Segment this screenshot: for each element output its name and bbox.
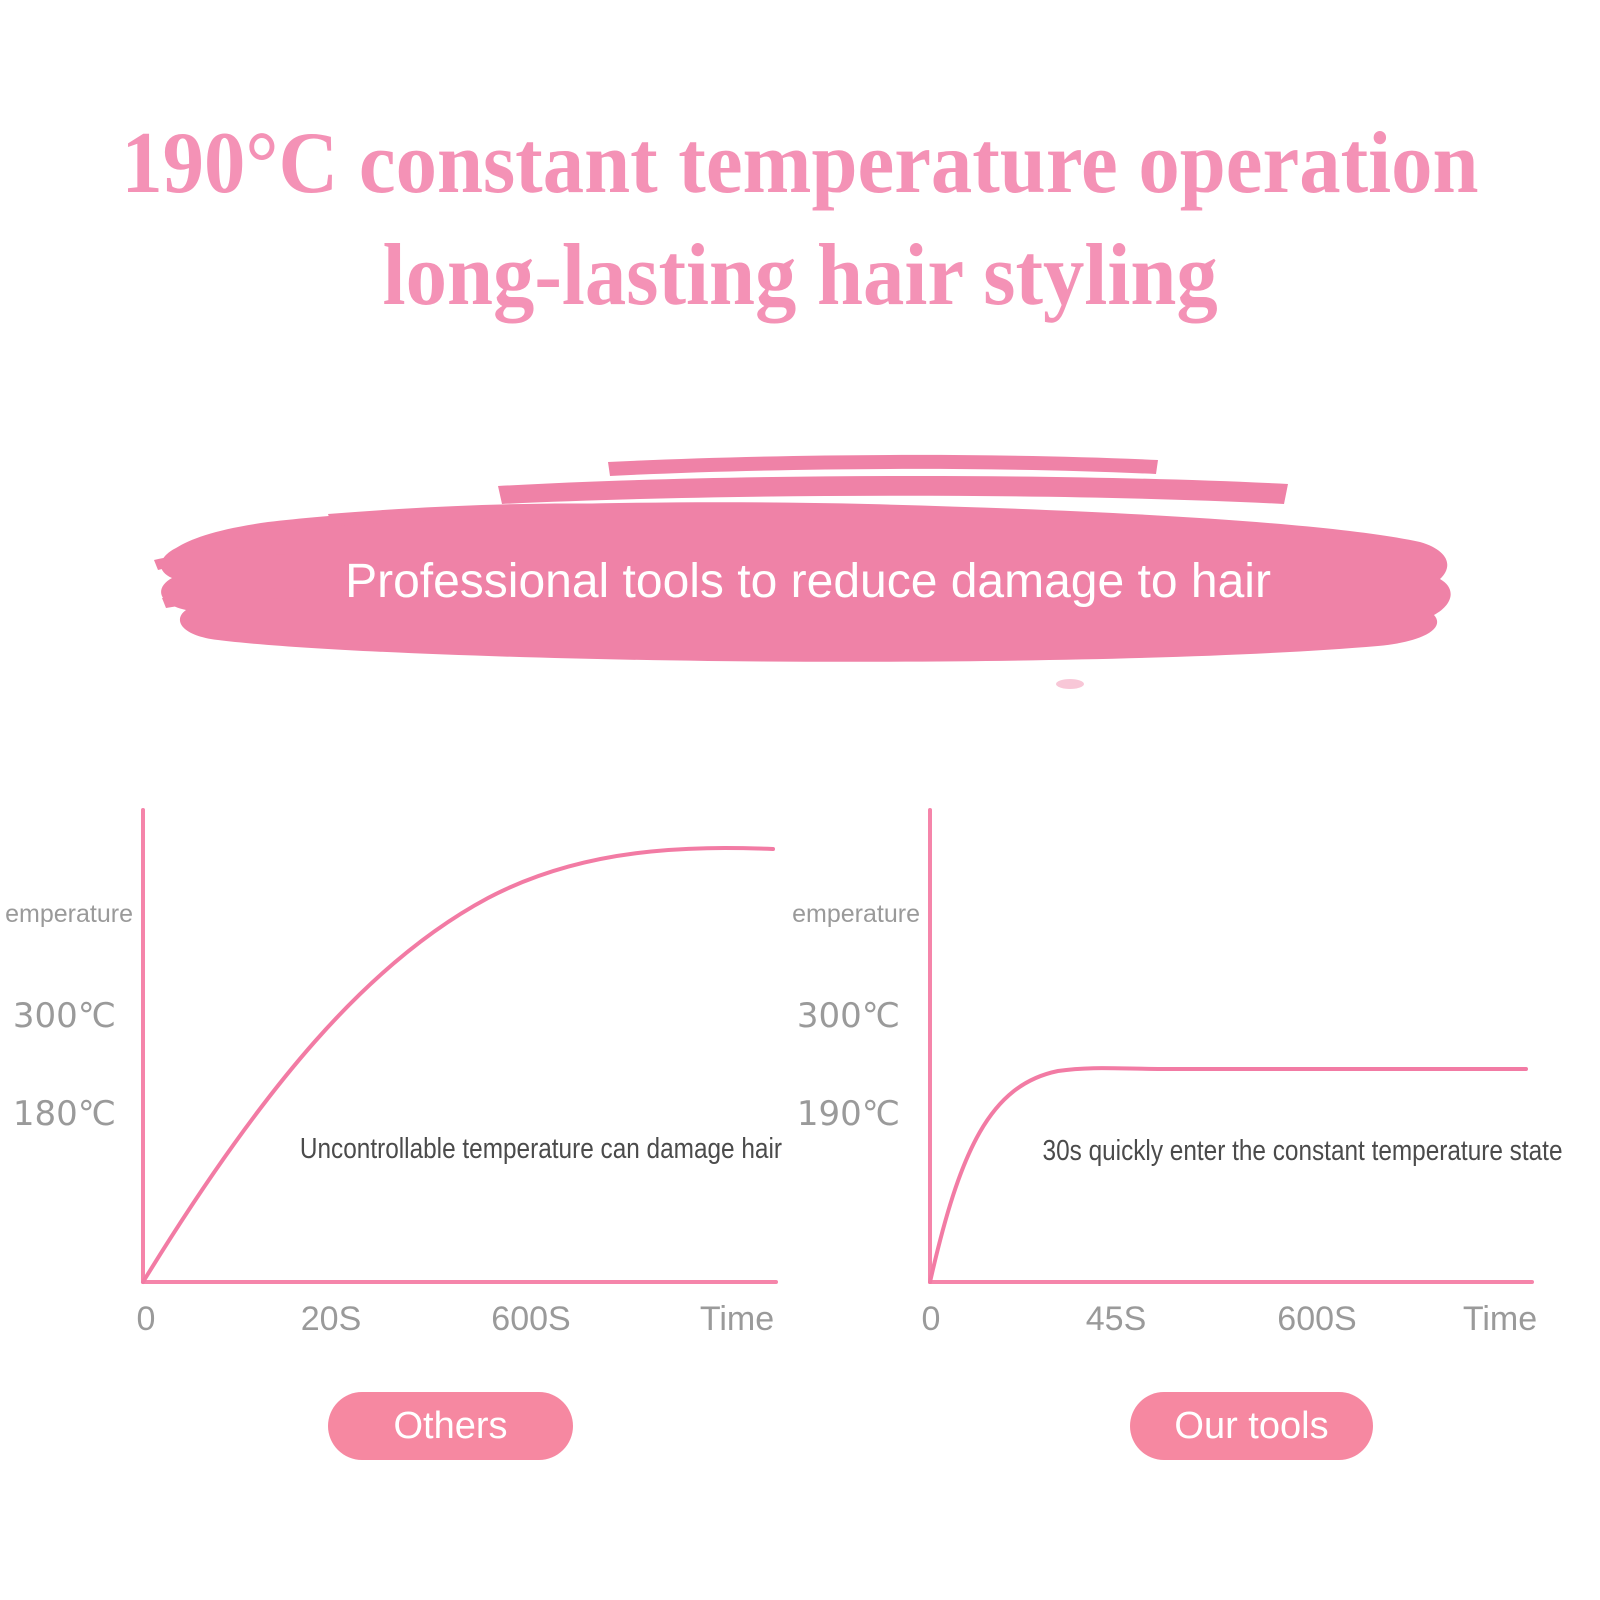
left-annotation: Uncontrollable temperature can damage ha…	[299, 1133, 782, 1165]
left-y-tick-180: 180℃	[12, 1094, 116, 1134]
right-y-tick-190: 190℃	[796, 1094, 900, 1134]
page-title: 190°C constant temperature operation lon…	[0, 108, 1600, 332]
right-x-tick-600s: 600S	[1277, 1300, 1357, 1338]
left-x-tick-time: Time	[699, 1300, 775, 1338]
left-x-tick-600s: 600S	[491, 1300, 571, 1338]
brush-stroke-graphic	[154, 454, 1451, 689]
left-heating-curve	[141, 846, 775, 1284]
right-x-tick-time: Time	[1462, 1300, 1538, 1338]
others-button[interactable]: Others	[328, 1392, 573, 1460]
left-x-tick-20s: 20S	[300, 1300, 362, 1338]
right-heating-curve	[928, 1066, 1528, 1284]
title-line-1: 190°C constant temperature operation	[121, 115, 1479, 212]
left-y-axis-label: emperature	[5, 900, 133, 928]
left-x-tick-0: 0	[136, 1300, 156, 1338]
right-annotation: 30s quickly enter the constant temperatu…	[1042, 1135, 1563, 1167]
right-y-tick-300: 300℃	[796, 996, 900, 1036]
our-tools-button[interactable]: Our tools	[1130, 1392, 1373, 1460]
left-y-tick-300: 300℃	[12, 996, 116, 1036]
banner: Professional tools to reduce damage to h…	[148, 452, 1468, 692]
banner-text: Professional tools to reduce damage to h…	[345, 555, 1271, 608]
right-x-tick-0: 0	[921, 1300, 941, 1338]
right-x-tick-45s: 45S	[1085, 1300, 1147, 1338]
title-line-2: long-lasting hair styling	[382, 227, 1218, 324]
right-y-axis-label: emperature	[792, 900, 920, 928]
